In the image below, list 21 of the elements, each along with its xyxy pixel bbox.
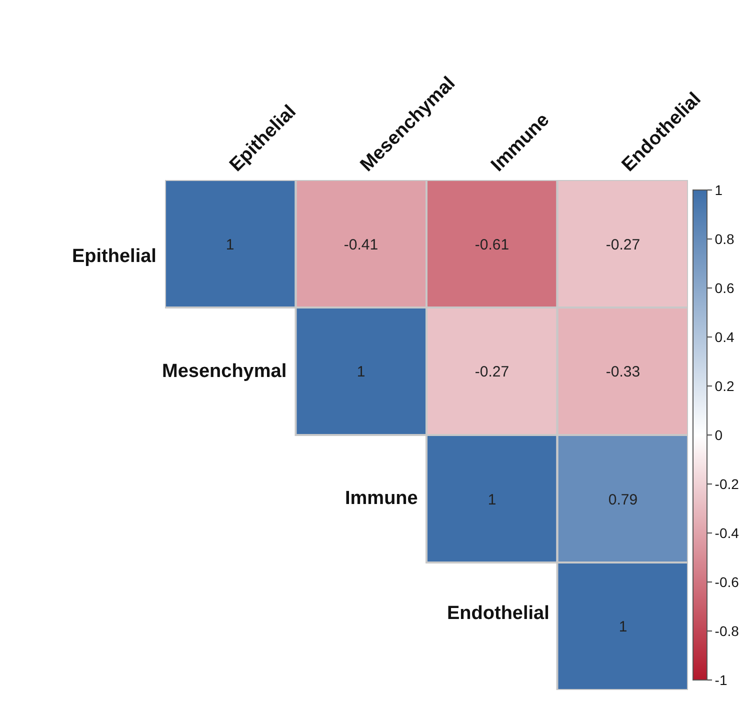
- data-label: 1: [488, 491, 496, 508]
- color-bar-label: -0.6: [714, 574, 740, 590]
- data-label: -0.41: [344, 236, 378, 254]
- color-bar-label: 0: [714, 426, 723, 443]
- data-label: -0.27: [606, 236, 640, 254]
- data-label: 1: [226, 236, 234, 254]
- data-label: 1: [356, 363, 366, 380]
- data-label: 0.79: [608, 491, 638, 508]
- color-bar-label: 0.6: [714, 280, 734, 296]
- data-label: -0.27: [474, 363, 510, 380]
- color-bar-label: -0.8: [714, 622, 740, 639]
- color-bar-label: 0.2: [714, 378, 734, 394]
- color-bar-label: -0.2: [714, 476, 740, 492]
- color-bar-label: 1: [714, 182, 723, 198]
- color-bar-label: -0.4: [714, 524, 740, 541]
- color-bar-label: 0.8: [714, 230, 734, 247]
- data-label: -0.33: [606, 363, 640, 380]
- data-label: -0.61: [474, 236, 510, 254]
- data-label: 1: [618, 618, 628, 636]
- color-bar-label: -1: [714, 672, 728, 688]
- color-bar-label: 0.4: [714, 328, 734, 345]
